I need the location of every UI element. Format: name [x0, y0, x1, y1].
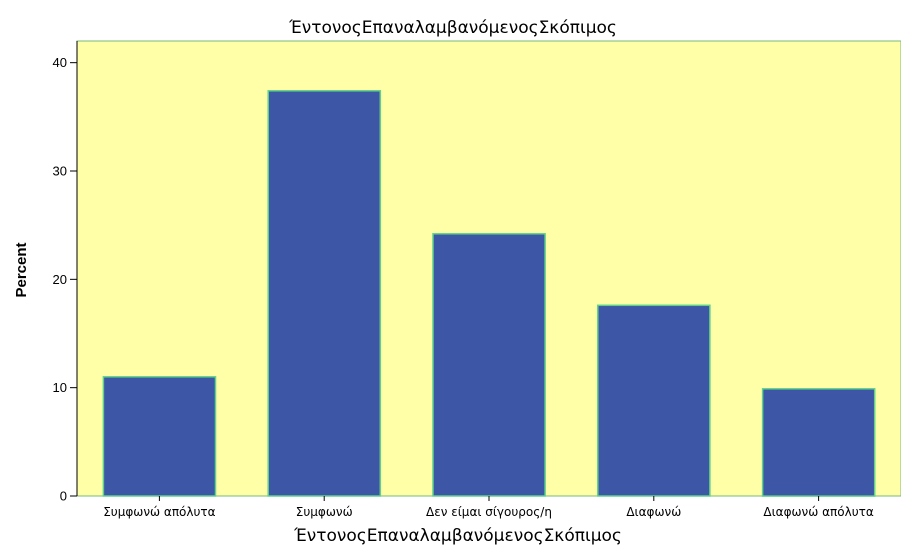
- x-tick-label: Διαφωνώ: [626, 505, 681, 519]
- bar-4: [597, 304, 711, 497]
- x-tick-label: Διαφωνώ απόλυτα: [763, 505, 873, 519]
- x-tick-label: Συμφωνώ: [296, 505, 353, 519]
- x-axis-label: ΈντονοςΕπαναλαμβανόμενοςΣκόπιμος: [293, 526, 622, 546]
- x-tick-label: Συμφωνώ απόλυτα: [103, 505, 215, 519]
- y-axis: 0 10 20 30 40: [53, 41, 78, 504]
- y-tick-label: 30: [53, 164, 67, 179]
- bar-2: [267, 90, 382, 497]
- y-tick-label: 10: [53, 380, 67, 395]
- y-tick-label: 40: [53, 55, 67, 70]
- chart-title: ΈντονοςΕπαναλαμβανόμενοςΣκόπιμος: [288, 18, 617, 38]
- bar-1: [102, 376, 217, 497]
- y-tick-label: 0: [60, 489, 67, 504]
- x-tick-label: Δεν είμαι σίγουρος/η: [426, 505, 552, 519]
- y-tick-label: 20: [53, 272, 67, 287]
- x-axis: Συμφωνώ απόλυτα Συμφωνώ Δεν είμαι σίγουρος…: [103, 496, 874, 519]
- bar-3: [432, 233, 546, 497]
- y-axis-label: Percent: [13, 242, 30, 297]
- bar-5: [761, 388, 876, 497]
